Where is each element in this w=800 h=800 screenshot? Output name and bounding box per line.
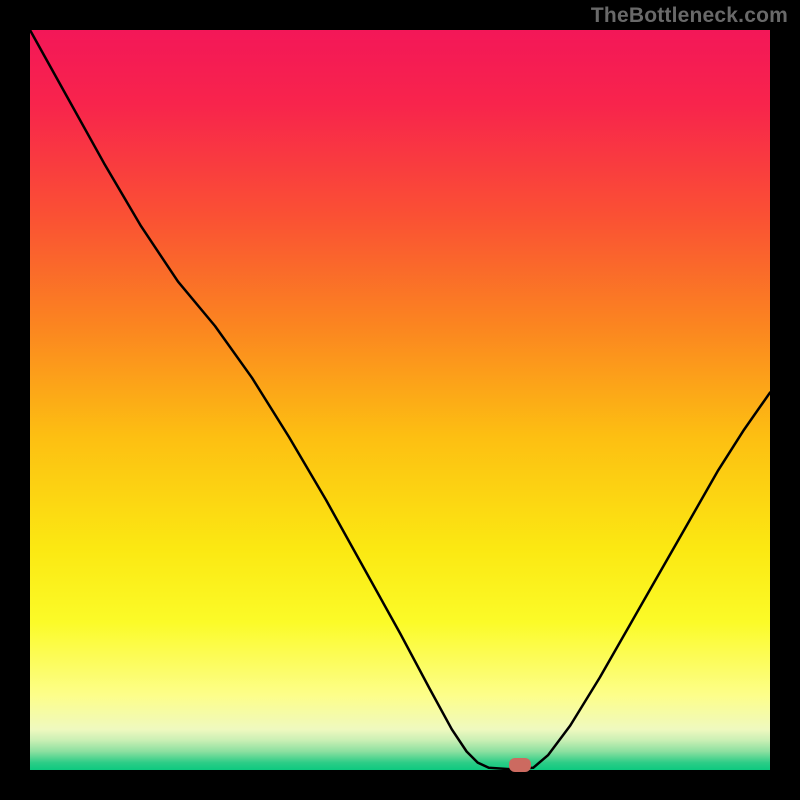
background-gradient — [30, 30, 770, 770]
plot-area — [30, 30, 770, 770]
chart-frame: TheBottleneck.com — [0, 0, 800, 800]
attribution-label: TheBottleneck.com — [591, 4, 788, 28]
optimal-marker — [509, 758, 531, 772]
